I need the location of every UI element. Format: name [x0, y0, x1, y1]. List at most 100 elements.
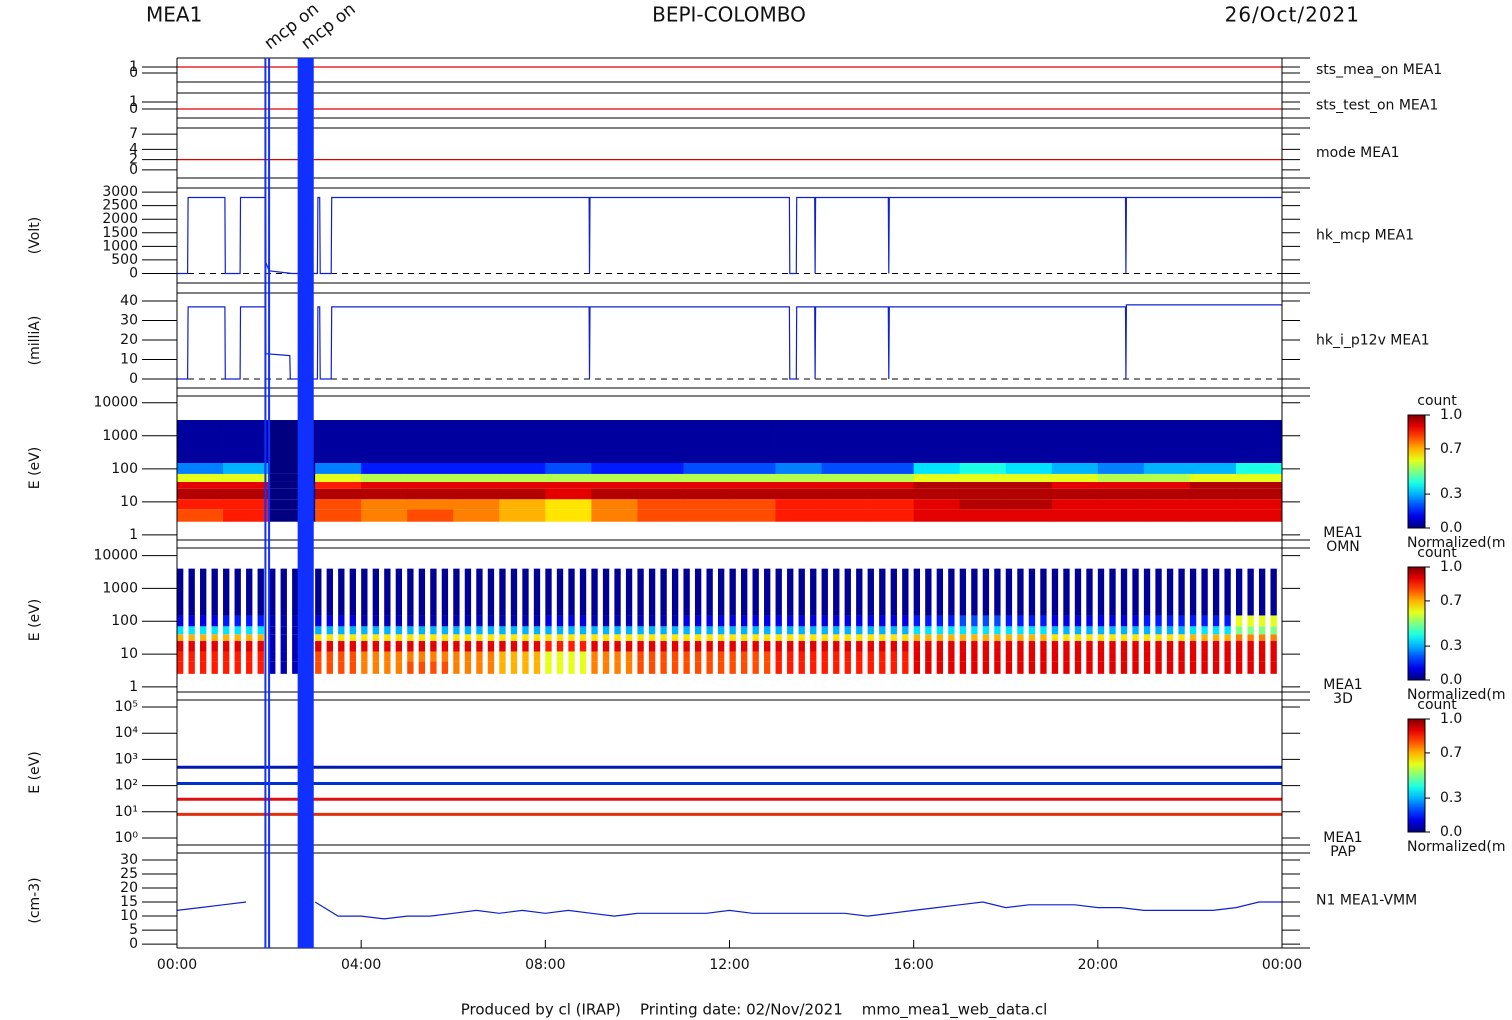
heatmap-cell: [315, 509, 362, 522]
heatmap-stripe: [1258, 641, 1266, 652]
heatmap-stripe: [177, 568, 184, 616]
heatmap-stripe: [660, 661, 667, 674]
heatmap-stripe: [706, 641, 713, 652]
heatmap-stripe: [223, 634, 230, 642]
heatmap-cell: [545, 481, 592, 489]
heatmap-stripe: [1178, 641, 1185, 652]
heatmap-stripe: [671, 651, 679, 662]
heatmap-stripe: [833, 634, 840, 642]
heatmap-stripe: [430, 641, 437, 652]
heatmap-stripe: [1155, 651, 1162, 662]
y-tick-label: 10¹: [115, 804, 138, 820]
heatmap-stripe: [936, 615, 944, 627]
heatmap-stripe: [177, 634, 184, 642]
heatmap-stripe: [499, 615, 506, 627]
heatmap-stripe: [280, 634, 287, 642]
heatmap-stripe: [1189, 661, 1197, 674]
y-tick-label: 10⁵: [115, 699, 138, 715]
heatmap-stripe: [556, 615, 564, 627]
heatmap-cell: [591, 488, 638, 500]
heatmap-stripe: [487, 651, 495, 662]
heatmap-cell: [315, 488, 362, 500]
heatmap-stripe: [372, 615, 380, 627]
heatmap-stripe: [223, 568, 230, 616]
panel-label: N1 MEA1-VMM: [1316, 893, 1417, 909]
heatmap-stripe: [234, 568, 241, 616]
heatmap-cell: [361, 420, 408, 463]
heatmap-stripe: [844, 634, 851, 642]
panel-sublabel: PAP: [1330, 844, 1356, 860]
heatmap-stripe: [890, 661, 897, 674]
heatmap-cell: [867, 420, 915, 463]
heatmap-cell: [1097, 509, 1145, 522]
heatmap-stripe: [1178, 626, 1185, 635]
y-tick-label: 1000: [102, 580, 138, 596]
heatmap-stripe: [453, 626, 460, 635]
heatmap-stripe: [879, 634, 886, 642]
heatmap-stripe: [1017, 634, 1024, 642]
heatmap-stripe: [706, 651, 713, 662]
heatmap-stripe: [545, 634, 552, 642]
heatmap-stripe: [1040, 634, 1047, 642]
heatmap-stripe: [1201, 615, 1208, 627]
heatmap-stripe: [764, 651, 771, 662]
heatmap-cell: [775, 420, 822, 463]
colorbar-tick-label: 1.0: [1440, 407, 1462, 423]
heatmap-stripe: [1189, 634, 1197, 642]
heatmap-cell: [499, 481, 546, 489]
heatmap-stripe: [971, 615, 978, 627]
heatmap-stripe: [948, 626, 955, 635]
heatmap-stripe: [579, 661, 587, 674]
x-tick-label: 08:00: [525, 957, 565, 973]
heatmap-stripe: [1247, 626, 1254, 635]
heatmap-stripe: [764, 641, 771, 652]
heatmap-stripe: [464, 661, 472, 674]
heatmap-stripe: [913, 651, 920, 662]
heatmap-stripe: [925, 651, 932, 662]
heatmap-cell: [453, 473, 500, 482]
heatmap-stripe: [292, 615, 299, 627]
heatmap-stripe: [533, 615, 541, 627]
heatmap-stripe: [315, 626, 322, 635]
heatmap-cell: [1005, 420, 1053, 463]
heatmap-stripe: [671, 634, 679, 642]
heatmap-stripe: [1074, 661, 1082, 674]
heatmap-stripe: [1132, 615, 1139, 627]
colorbar-tick-label: 0.0: [1440, 520, 1462, 536]
heatmap-stripe: [269, 661, 276, 674]
heatmap-stripe: [1097, 626, 1105, 635]
heatmap-stripe: [522, 651, 529, 662]
heatmap-stripe: [338, 568, 345, 616]
heatmap-cell: [867, 499, 915, 510]
heatmap-cell: [177, 481, 224, 489]
heatmap-stripe: [1212, 634, 1220, 642]
heatmap-stripe: [372, 641, 380, 652]
heatmap-stripe: [1189, 626, 1197, 635]
heatmap-cell: [821, 481, 869, 489]
heatmap-cell: [453, 509, 500, 522]
heatmap-stripe: [729, 634, 736, 642]
heatmap-stripe: [982, 651, 990, 662]
heatmap-stripe: [867, 641, 874, 652]
heatmap-stripe: [487, 661, 495, 674]
heatmap-stripe: [395, 641, 403, 652]
heatmap-stripe: [522, 641, 529, 652]
heatmap-stripe: [1005, 568, 1013, 616]
heatmap-stripe: [522, 615, 529, 627]
y-tick-label: 0: [129, 162, 138, 178]
heatmap-stripe: [269, 626, 276, 635]
heatmap-stripe: [925, 641, 932, 652]
heatmap-stripe: [1086, 568, 1093, 616]
heatmap-stripe: [602, 568, 610, 616]
heatmap-stripe: [200, 651, 207, 662]
heatmap-cell: [591, 499, 638, 510]
heatmap-stripe: [959, 568, 967, 616]
heatmap-stripe: [418, 641, 426, 652]
heatmap-stripe: [1143, 615, 1151, 627]
heatmap-stripe: [1212, 641, 1220, 652]
heatmap-stripe: [338, 615, 345, 627]
heatmap-stripe: [257, 661, 264, 674]
heatmap-stripe: [430, 634, 437, 642]
heatmap-cell: [453, 481, 500, 489]
heatmap-stripe: [280, 615, 287, 627]
